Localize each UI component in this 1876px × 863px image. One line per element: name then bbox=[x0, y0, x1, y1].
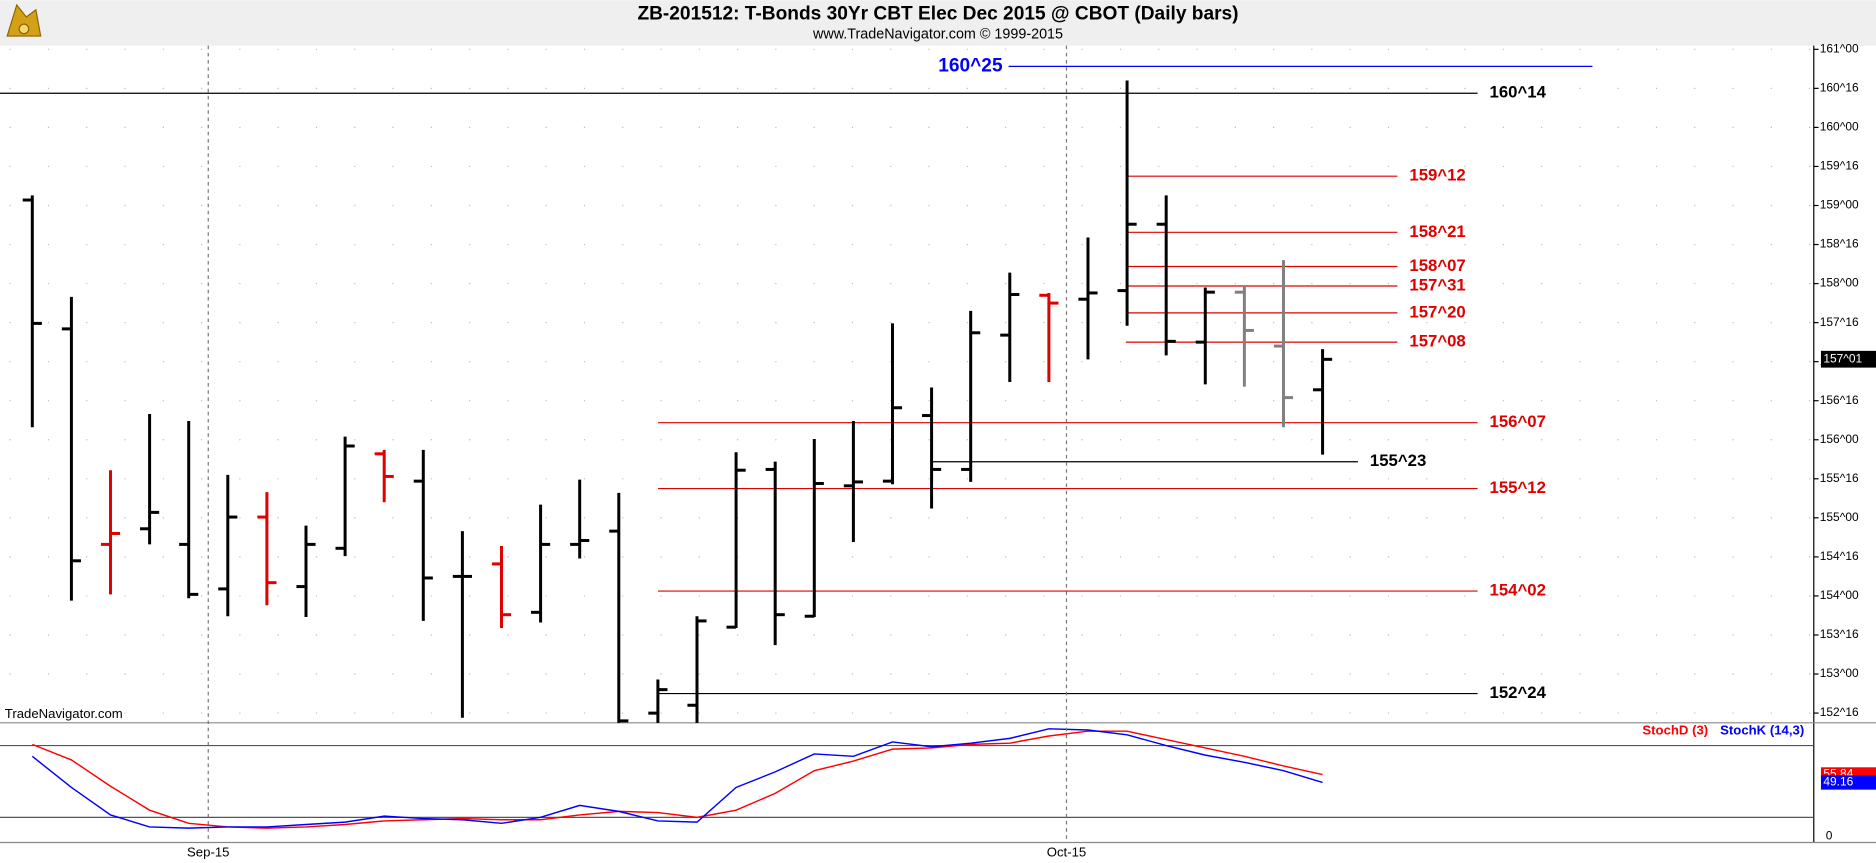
y-tick-label: 160^16 bbox=[1820, 81, 1859, 95]
y-tick-label: 152^16 bbox=[1820, 705, 1859, 719]
chart-title: ZB-201512: T-Bonds 30Yr CBT Elec Dec 201… bbox=[637, 4, 1238, 25]
y-tick-label: 154^00 bbox=[1820, 588, 1859, 602]
level-label: 156^07 bbox=[1490, 412, 1546, 431]
level-label: 160^14 bbox=[1490, 83, 1547, 102]
y-tick-label: 154^16 bbox=[1820, 549, 1859, 563]
x-tick-label: Sep-15 bbox=[187, 845, 229, 860]
value-box bbox=[1820, 775, 1876, 790]
last-price-label: 157^01 bbox=[1823, 351, 1862, 365]
stoch-panel bbox=[0, 728, 1814, 829]
y-tick-label: 158^00 bbox=[1820, 276, 1859, 290]
y-tick-label: 157^16 bbox=[1820, 315, 1859, 329]
level-label: 160^25 bbox=[938, 55, 1003, 76]
y-tick-label: 156^00 bbox=[1820, 432, 1859, 446]
y-tick-label: 153^00 bbox=[1820, 666, 1859, 680]
chart-subtitle: www.TradeNavigator.com © 1999-2015 bbox=[812, 27, 1063, 43]
y-tick-label: 160^00 bbox=[1820, 120, 1859, 134]
x-tick-label: Oct-15 bbox=[1047, 845, 1086, 860]
y-tick-label: 155^16 bbox=[1820, 471, 1859, 485]
header-background bbox=[0, 0, 1876, 46]
axes: 152^16 153^00 153^16 154^00 154^16 155^00 155^… bbox=[187, 41, 1876, 860]
level-label: 154^02 bbox=[1490, 580, 1546, 599]
value-label: 49.16 bbox=[1823, 775, 1853, 789]
y-tick-label: 153^16 bbox=[1820, 627, 1859, 641]
logo bbox=[6, 3, 42, 37]
y-tick-label: 159^16 bbox=[1820, 159, 1859, 173]
level-label: 157^20 bbox=[1409, 302, 1465, 321]
level-label: 158^21 bbox=[1409, 222, 1465, 241]
stoch-line bbox=[31, 728, 1323, 829]
level-label: 152^24 bbox=[1490, 683, 1547, 702]
legend-entry: StochK (14,3) bbox=[1720, 723, 1804, 738]
level-label: 155^12 bbox=[1490, 478, 1546, 497]
level-label: 155^23 bbox=[1370, 451, 1426, 470]
y-tick-label: 161^00 bbox=[1820, 41, 1859, 55]
watermark: TradeNavigator.com bbox=[5, 706, 123, 721]
level-label: 159^12 bbox=[1409, 166, 1465, 185]
y-tick-label: 159^00 bbox=[1820, 198, 1859, 212]
level-label: 158^07 bbox=[1409, 256, 1465, 275]
legend-entry: StochD (3) bbox=[1642, 723, 1708, 738]
y-tick-label: 155^00 bbox=[1820, 510, 1859, 524]
y-tick-label: 0 bbox=[1826, 829, 1833, 843]
last-price-box bbox=[1820, 350, 1876, 368]
y-tick-label: 156^16 bbox=[1820, 393, 1859, 407]
level-label: 157^31 bbox=[1409, 275, 1465, 294]
y-tick-label: 158^16 bbox=[1820, 237, 1859, 251]
level-label: 157^08 bbox=[1409, 332, 1465, 351]
